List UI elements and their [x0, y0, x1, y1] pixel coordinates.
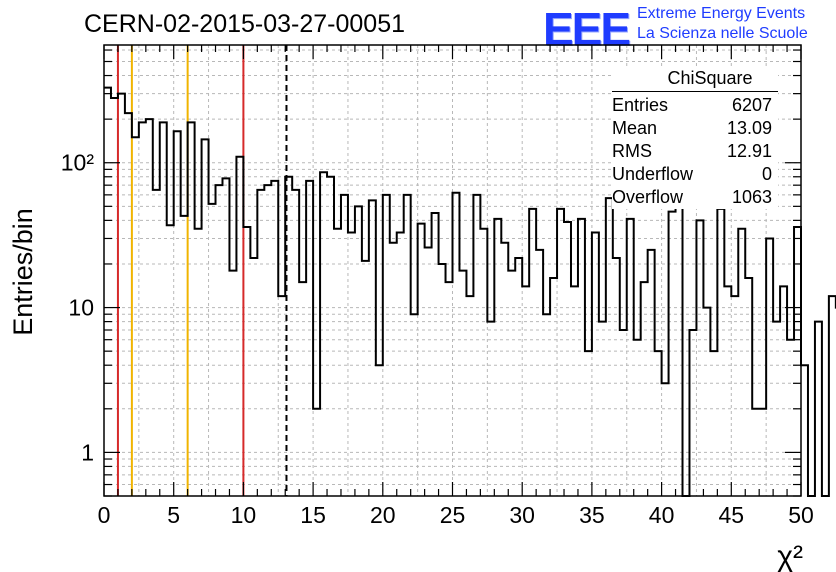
x-tick-label: 25 — [440, 502, 466, 528]
stats-rows: Entries 6207 Mean 13.09 RMS 12.91 Underflow 0 Ov… — [612, 94, 778, 209]
x-tick-label: 0 — [98, 502, 111, 528]
x-axis-label: χ² — [777, 540, 803, 572]
x-tick-label: 45 — [719, 502, 745, 528]
x-tick-label: 10 — [231, 502, 257, 528]
x-tick-label: 50 — [788, 502, 814, 528]
x-tick-label: 15 — [300, 502, 326, 528]
x-tick-label: 5 — [167, 502, 180, 528]
stats-label: RMS — [612, 141, 652, 161]
stats-row-overflow: Overflow 1063 — [612, 186, 778, 209]
stats-value: 13.09 — [726, 118, 772, 138]
x-tick-label: 40 — [649, 502, 675, 528]
stats-box: ChiSquare Entries 6207 Mean 13.09 RMS 12.91 Un… — [612, 68, 778, 209]
y-tick-label: 1 — [81, 439, 94, 465]
stats-row-rms: RMS 12.91 — [612, 140, 778, 163]
logo-line-1: Extreme Energy Events — [637, 5, 806, 22]
stats-row-underflow: Underflow 0 — [612, 163, 778, 186]
stats-value: 6207 — [731, 95, 772, 115]
stats-row-mean: Mean 13.09 — [612, 117, 778, 140]
y-tick-labels: 1 10 10² — [61, 150, 95, 466]
stats-label: Overflow — [612, 187, 684, 207]
axis-ticks — [103, 45, 802, 497]
eee-logo: EEE — [543, 3, 631, 55]
stats-value: 12.91 — [726, 141, 772, 161]
reference-lines — [116, 45, 288, 496]
logo-line-2: La Scienza nelle Scuole — [637, 25, 808, 42]
stats-label: Underflow — [612, 164, 694, 184]
x-tick-label: 35 — [579, 502, 605, 528]
chart-title: CERN-02-2015-03-27-00051 — [84, 10, 406, 38]
stats-title: ChiSquare — [612, 68, 778, 92]
x-tick-label: 20 — [370, 502, 396, 528]
x-tick-label: 30 — [509, 502, 535, 528]
stats-value: 0 — [761, 164, 772, 184]
y-tick-label: 10² — [61, 150, 95, 176]
stats-label: Mean — [612, 118, 658, 138]
y-tick-label: 10 — [68, 295, 94, 321]
stats-label: Entries — [612, 95, 669, 115]
stats-row-entries: Entries 6207 — [612, 94, 778, 117]
x-tick-labels: 0 5 10 15 20 25 30 35 40 45 50 — [98, 502, 814, 528]
logo-text: Extreme Energy Events La Scienza nelle S… — [637, 4, 808, 44]
histogram-series — [104, 86, 836, 497]
stats-value: 1063 — [731, 187, 772, 207]
